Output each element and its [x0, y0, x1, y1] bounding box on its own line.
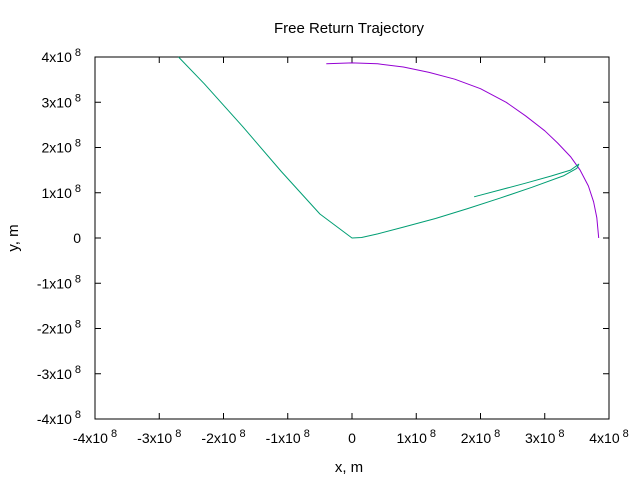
y-tick-label-exponent: 8 [75, 409, 81, 421]
y-tick-label-mantissa: 0 [73, 230, 81, 246]
x-tick-label: -3x10 8 [137, 428, 181, 446]
y-tick-label-mantissa: -3x10 [37, 366, 72, 382]
y-tick-label-mantissa: -1x10 [37, 275, 72, 291]
x-tick-label-mantissa: 2x10 [461, 430, 492, 446]
ticks: -4x10 8 -3x10 8 -2x10 8 -1x10 8 0 1x10 8 2x10 8 3x10 8… [37, 47, 629, 446]
x-tick-label-mantissa: -1x10 [266, 430, 301, 446]
x-tick-label: 2x10 8 [461, 428, 500, 446]
x-tick-label-mantissa: -3x10 [137, 430, 172, 446]
y-tick-label-exponent: 8 [75, 92, 81, 104]
x-tick-label-exponent: 8 [558, 428, 564, 440]
y-tick-label: 0 [73, 230, 81, 246]
y-tick-label-mantissa: 2x10 [42, 140, 73, 156]
x-tick-label-exponent: 8 [494, 428, 500, 440]
y-tick-label-mantissa: 1x10 [42, 185, 73, 201]
series-line-1 [326, 62, 600, 239]
x-tick-label-mantissa: -4x10 [73, 430, 108, 446]
y-tick-label-mantissa: -4x10 [37, 411, 72, 427]
y-tick-label: -3x10 8 [37, 364, 81, 382]
y-tick-label-mantissa: 4x10 [42, 49, 73, 65]
x-tick-label-mantissa: 4x10 [589, 430, 620, 446]
y-tick-label-exponent: 8 [75, 47, 81, 59]
x-tick-label: -1x10 8 [266, 428, 310, 446]
chart-title: Free Return Trajectory [274, 20, 425, 37]
y-tick-label-mantissa: -2x10 [37, 321, 72, 337]
x-axis-label: x, m [335, 459, 363, 476]
x-tick-label-mantissa: 1x10 [397, 430, 428, 446]
x-tick-label-exponent: 8 [304, 428, 310, 440]
y-tick-label: -2x10 8 [37, 319, 81, 337]
data-series [178, 56, 600, 239]
x-tick-label: 3x10 8 [525, 428, 564, 446]
x-tick-label-exponent: 8 [239, 428, 245, 440]
x-tick-label: 4x10 8 [589, 428, 628, 446]
y-tick-label-exponent: 8 [75, 138, 81, 150]
x-tick-label-mantissa: 0 [348, 430, 356, 446]
x-tick-label: -4x10 8 [73, 428, 117, 446]
y-tick-label-exponent: 8 [75, 183, 81, 195]
x-tick-label-exponent: 8 [623, 428, 629, 440]
x-tick-label-mantissa: -2x10 [201, 430, 236, 446]
y-tick-label: 1x10 8 [42, 183, 81, 201]
y-tick-label-exponent: 8 [75, 364, 81, 376]
y-tick-label: 2x10 8 [42, 138, 81, 156]
x-tick-label: 1x10 8 [397, 428, 436, 446]
y-tick-label-exponent: 8 [75, 319, 81, 331]
x-tick-label-exponent: 8 [430, 428, 436, 440]
x-tick-label: -2x10 8 [201, 428, 245, 446]
y-tick-label: 3x10 8 [42, 92, 81, 110]
x-tick-label-mantissa: 3x10 [525, 430, 556, 446]
x-tick-label: 0 [348, 430, 356, 446]
x-tick-label-exponent: 8 [175, 428, 181, 440]
series-line-2 [178, 56, 580, 239]
y-tick-label: -4x10 8 [37, 409, 81, 427]
y-tick-label-exponent: 8 [75, 273, 81, 285]
x-tick-label-exponent: 8 [111, 428, 117, 440]
y-tick-label: -1x10 8 [37, 273, 81, 291]
y-tick-label: 4x10 8 [42, 47, 81, 65]
y-tick-label-mantissa: 3x10 [42, 94, 73, 110]
y-axis-label: y, m [5, 224, 22, 251]
